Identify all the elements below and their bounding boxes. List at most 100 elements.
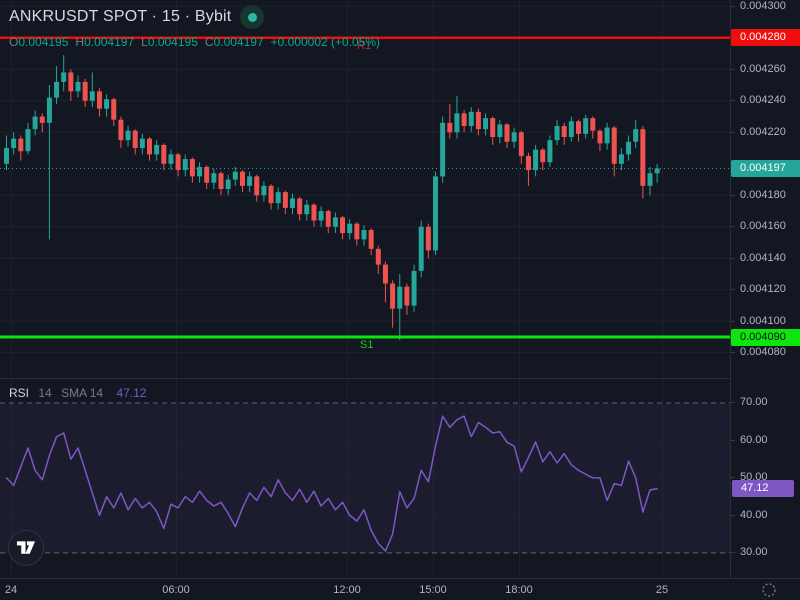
price-tick-label: 0.004140: [731, 252, 800, 265]
candle-up: [497, 124, 503, 138]
candle-up: [440, 122, 446, 177]
candle-up: [290, 198, 295, 208]
candle-up: [25, 129, 31, 152]
candle-up: [647, 173, 653, 186]
time-tick-label: 12:00: [333, 584, 361, 596]
status-dot-icon: [247, 12, 257, 22]
ohlc-high-label: H: [75, 35, 85, 49]
rsi-tick-label: 70.00: [731, 396, 800, 409]
s1-price-label: 0.004090: [731, 328, 800, 346]
price-tick-label: 0.004180: [731, 189, 800, 202]
price-tick-label: 0.004240: [731, 94, 800, 107]
price-tick-label: 0.004260: [731, 63, 800, 76]
candle-down: [576, 121, 581, 134]
candle-down: [282, 192, 288, 208]
candle-up: [626, 141, 632, 155]
candle-up: [89, 91, 95, 101]
candle-up: [361, 229, 367, 240]
rsi-indicator-legend[interactable]: RSI 14 SMA 14 47.12: [9, 386, 146, 400]
rsi-line: [5, 415, 658, 552]
candle-down: [204, 166, 210, 183]
chart-legend: ANKRUSDT SPOT · 15 · Bybit O0.004195 H0.0…: [9, 5, 387, 49]
candle-up: [261, 185, 267, 196]
ohlc-open-label: O: [9, 35, 19, 49]
candle-up: [454, 113, 460, 133]
candle-up: [318, 211, 324, 221]
candle-down: [518, 132, 524, 156]
candle-up: [568, 121, 574, 138]
candle-up: [583, 118, 589, 134]
price-axis[interactable]: 0.004300 0.004260 0.004240 0.004220 0.004180…: [730, 0, 800, 600]
candle-up: [418, 226, 424, 271]
candle-down: [382, 264, 388, 284]
candle-up: [397, 286, 403, 309]
candle-up: [304, 204, 310, 215]
candle-up: [554, 126, 560, 141]
candle-down: [311, 204, 317, 221]
ohlc-close-value: 0.004197: [213, 35, 264, 49]
ohlc-low-label: L: [141, 35, 148, 49]
ohlc-high-value: 0.004197: [84, 35, 135, 49]
market-status-button[interactable]: [240, 5, 265, 29]
candle-down: [18, 138, 24, 152]
r1-price-label: 0.004280: [731, 29, 800, 47]
candle-down: [597, 130, 603, 144]
candle-up: [61, 72, 67, 82]
candle-down: [404, 286, 410, 306]
symbol-title[interactable]: ANKRUSDT SPOT · 15 · Bybit: [9, 8, 232, 25]
candle-up: [4, 148, 9, 164]
candlesticks[interactable]: [4, 55, 660, 341]
rsi-pane[interactable]: [0, 379, 730, 578]
candle-down: [447, 122, 453, 133]
candle-down: [475, 111, 481, 130]
candle-up: [139, 138, 145, 149]
candle-up: [11, 138, 17, 149]
candle-up: [75, 81, 81, 92]
candle-down: [82, 81, 88, 101]
ohlc-row: O0.004195 H0.004197 L0.004195 C0.004197 +0.0…: [9, 35, 387, 49]
price-tick-label: 0.004300: [731, 0, 800, 13]
candle-down: [268, 185, 274, 204]
ohlc-low-value: 0.004195: [147, 35, 198, 49]
pane-divider[interactable]: [0, 378, 800, 379]
ohlc-close-label: C: [204, 35, 214, 49]
candle-up: [411, 270, 417, 306]
time-tick-label: 25: [655, 584, 669, 596]
candle-up: [468, 111, 474, 126]
time-axis[interactable]: 24 06:00 12:00 15:00 18:00 25: [0, 578, 800, 600]
ohlc-open-value: 0.004195: [18, 35, 69, 49]
candle-down: [68, 72, 74, 92]
candle-up: [182, 159, 188, 171]
price-tick-label: 0.004220: [731, 126, 800, 139]
candle-up: [511, 132, 517, 142]
candle-up: [275, 192, 281, 204]
last-price-label: 0.004197: [731, 160, 800, 178]
rsi-length: 14: [38, 386, 52, 400]
candle-up: [654, 168, 660, 174]
candle-up: [54, 81, 60, 98]
candle-up: [332, 217, 338, 227]
candle-down: [490, 118, 496, 138]
candle-down: [111, 99, 117, 120]
time-tick-label: 06:00: [162, 584, 190, 596]
candle-down: [161, 144, 167, 164]
candle-down: [118, 119, 124, 141]
candle-down: [504, 124, 510, 142]
candle-up: [232, 171, 238, 180]
time-tick-label: 15:00: [419, 584, 447, 596]
timezone-clock-icon[interactable]: [761, 582, 777, 598]
candle-down: [425, 226, 431, 251]
time-tick-label: 18:00: [505, 584, 533, 596]
rsi-value: 47.12: [116, 386, 147, 400]
candle-down: [147, 138, 152, 155]
price-pane[interactable]: [0, 0, 730, 378]
candle-down: [461, 113, 467, 126]
price-tick-label: 0.004160: [731, 220, 800, 233]
candle-up: [211, 173, 217, 183]
candle-down: [175, 154, 181, 171]
candle-down: [525, 155, 531, 171]
candle-down: [96, 91, 102, 109]
candle-down: [375, 248, 381, 265]
tradingview-logo[interactable]: [8, 530, 44, 566]
candle-up: [347, 223, 353, 234]
